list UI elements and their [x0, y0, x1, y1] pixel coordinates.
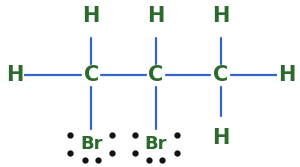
Text: H: H	[147, 6, 165, 26]
Text: C: C	[148, 65, 164, 85]
Text: Br: Br	[145, 135, 167, 153]
Text: H: H	[278, 65, 296, 85]
Text: Br: Br	[80, 135, 103, 153]
Text: C: C	[84, 65, 99, 85]
Text: C: C	[213, 65, 228, 85]
Text: H: H	[212, 128, 229, 147]
Text: H: H	[6, 65, 23, 85]
Text: H: H	[212, 6, 229, 26]
Text: H: H	[82, 6, 100, 26]
